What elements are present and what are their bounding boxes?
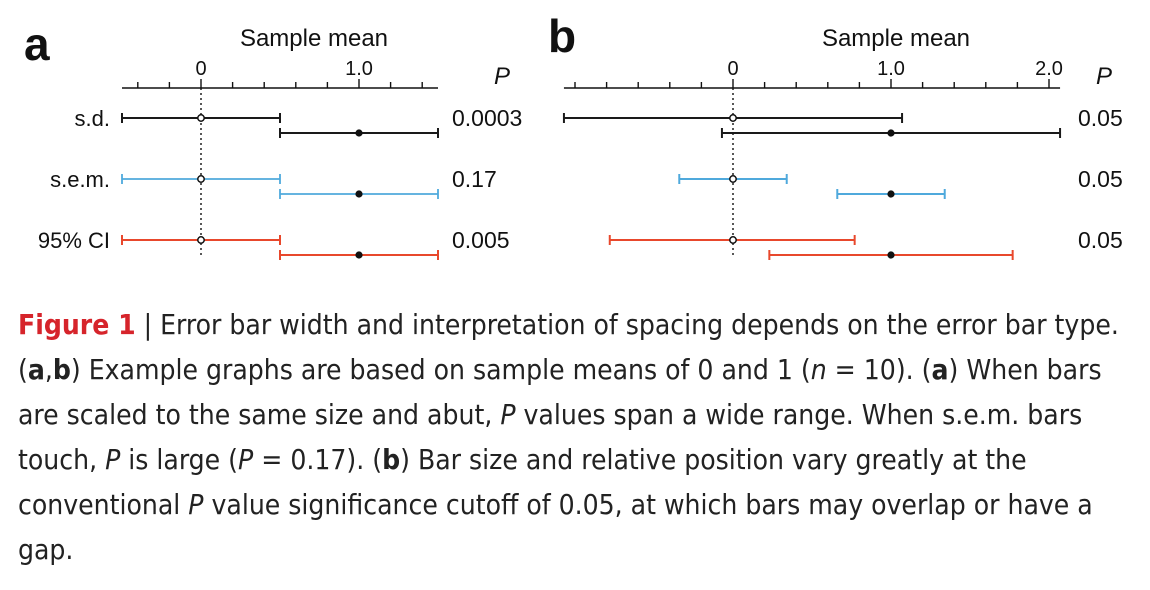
- x-tick-label: 1.0: [345, 58, 373, 80]
- x-tick-label: 0: [727, 58, 738, 80]
- panel-b-p-header: P: [1096, 63, 1112, 90]
- figure-label: Figure 1: [18, 308, 136, 341]
- panel-b-marks: 0.05 0.05 0.05: [562, 105, 1123, 260]
- mean-point-open: [197, 114, 205, 122]
- mean-point-open: [197, 236, 205, 244]
- caption-text: Error bar width and interpretation of sp…: [18, 308, 1119, 386]
- caption-bold-ref: b: [382, 443, 401, 476]
- caption-italic-symbol: P: [105, 443, 121, 476]
- caption-text: = 10). (: [826, 353, 932, 386]
- row-label: s.d.: [75, 106, 110, 131]
- panel-b: b Sample mean P 0 1.0 2.0 0.05 0.05 0.05: [548, 10, 1123, 260]
- panel-a-p-header: P: [494, 63, 510, 90]
- caption-bold-ref: a: [27, 353, 45, 386]
- mean-point-open: [729, 236, 737, 244]
- x-tick-label: 0: [195, 58, 206, 80]
- caption-text: values span a wide range. When s.e.m. ba…: [18, 398, 1083, 476]
- panel-b-axis-title: Sample mean: [822, 25, 970, 52]
- caption-italic-symbol: n: [810, 353, 827, 386]
- x-tick-label: 1.0: [877, 58, 905, 80]
- figure-caption: Figure 1 | Error bar width and interpret…: [18, 302, 1143, 572]
- caption-italic-symbol: P: [238, 443, 254, 476]
- caption-text: is large (: [120, 443, 239, 476]
- x-tick-label: 2.0: [1035, 58, 1063, 80]
- mean-point-filled: [887, 129, 895, 137]
- row-label: s.e.m.: [50, 167, 110, 192]
- panel-b-x-axis: 0 1.0 2.0: [563, 58, 1063, 258]
- p-value-label: 0.0003: [452, 105, 522, 131]
- p-value-label: 0.005: [452, 227, 510, 253]
- p-value-label: 0.05: [1078, 105, 1123, 131]
- p-value-label: 0.05: [1078, 166, 1123, 192]
- mean-point-filled: [355, 251, 363, 259]
- caption-italic-symbol: P: [500, 398, 516, 431]
- p-value-label: 0.05: [1078, 227, 1123, 253]
- row-label: 95% CI: [38, 228, 110, 253]
- mean-point-open: [197, 175, 205, 183]
- panel-a-letter: a: [24, 18, 50, 70]
- panel-a-axis-title: Sample mean: [240, 25, 388, 52]
- caption-italic-symbol: P: [188, 488, 204, 521]
- mean-point-filled: [355, 190, 363, 198]
- caption-bold-ref: b: [52, 353, 71, 386]
- caption-text: ) When bars are scaled to the same size …: [18, 353, 1102, 431]
- panel-a-x-axis: 0 1.0: [122, 58, 438, 258]
- caption-text: ) Example graphs are based on sample mea…: [70, 353, 811, 386]
- caption-text: value significance cutoff of 0.05, at wh…: [18, 488, 1093, 566]
- caption-separator: |: [135, 308, 161, 341]
- caption-text: ) Bar size and relative position vary gr…: [18, 443, 1027, 521]
- caption-text: = 0.17). (: [253, 443, 383, 476]
- mean-point-open: [729, 114, 737, 122]
- mean-point-filled: [355, 129, 363, 137]
- p-value-label: 0.17: [452, 166, 497, 192]
- panel-b-letter: b: [548, 10, 576, 62]
- caption-text: ,: [44, 353, 53, 386]
- mean-point-open: [729, 175, 737, 183]
- panel-a-marks: s.d. 0.0003 s.e.m. 0.17 95% CI 0.005: [38, 105, 522, 260]
- mean-point-filled: [887, 251, 895, 259]
- mean-point-filled: [887, 190, 895, 198]
- caption-bold-ref: a: [931, 353, 949, 386]
